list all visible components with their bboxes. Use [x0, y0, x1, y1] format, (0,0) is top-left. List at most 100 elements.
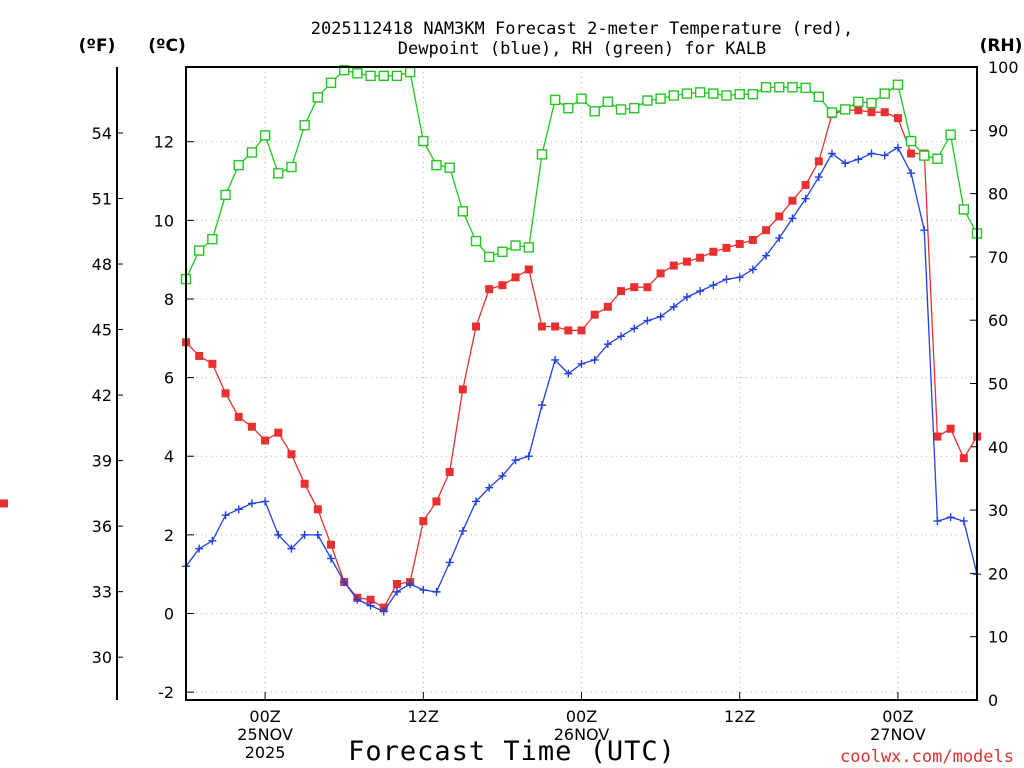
rh-point [813, 91, 824, 102]
rh-tick-label: 40 [988, 438, 1008, 457]
rh-point [879, 88, 890, 99]
dewpoint-point [406, 580, 415, 589]
dewpoint-point [327, 554, 336, 563]
dewpoint-point [419, 585, 428, 594]
dewpoint-point [511, 456, 520, 465]
dewpoint-point [669, 302, 678, 311]
celsius-unit-label: (ºC) [148, 36, 186, 56]
temperature-point [511, 273, 520, 282]
rh-point [919, 150, 930, 161]
rh-point [774, 82, 785, 93]
dewpoint-point [630, 324, 639, 333]
dewpoint-point [274, 530, 283, 539]
rh-tick-label: 10 [988, 628, 1008, 647]
celsius-tick-label: 10 [154, 211, 174, 230]
rh-point [404, 66, 416, 78]
temperature-point [458, 385, 467, 394]
temperature-point [696, 253, 705, 262]
temperature-point [682, 257, 691, 266]
temperature-point [498, 281, 507, 290]
time-tick-label: 00Z [882, 707, 913, 726]
rh-point [602, 96, 614, 108]
dewpoint-point [827, 149, 836, 158]
temperature-point [485, 285, 494, 294]
celsius-tick-label: 6 [164, 369, 174, 388]
x-axis-label: Forecast Time (UTC) [348, 736, 676, 767]
fahrenheit-axis: 30 33 36 39 42 45 48 51 54 [92, 124, 123, 667]
dewpoint-point [867, 149, 876, 158]
rh-point [259, 130, 271, 141]
rh-point [220, 189, 231, 201]
dewpoint-point [300, 530, 309, 539]
fahrenheit-tick-label: 48 [92, 255, 112, 274]
temperature-point [854, 106, 863, 115]
credit-text: coolwx.com/models [840, 747, 1014, 767]
rh-point [391, 70, 403, 82]
rh-point [958, 204, 970, 215]
time-tick-label: 27NOV [870, 725, 926, 744]
dewpoint-point [498, 471, 507, 480]
rh-point [312, 92, 324, 103]
dewpoint-point [762, 251, 771, 260]
temperature-point [603, 302, 612, 311]
rh-point [418, 135, 429, 147]
dewpoint-point [735, 273, 744, 282]
rh-point [273, 168, 284, 179]
temperature-point [933, 432, 942, 441]
temperature-point [551, 322, 560, 331]
temperature-point [893, 114, 902, 123]
rh-point [826, 107, 838, 118]
temperature-point [775, 212, 784, 221]
temperature-point [564, 326, 573, 335]
rh-unit-label: (RH) [980, 36, 1023, 56]
rh-tick-label: 80 [988, 185, 1008, 204]
dewpoint-point [458, 526, 467, 535]
rh-tick-label: 30 [988, 501, 1008, 520]
chart-title-line1: 2025112418 NAM3KM Forecast 2-meter Tempe… [311, 19, 853, 39]
time-tick-label: 2025 [245, 743, 286, 762]
rh-point [365, 70, 376, 82]
temperature-point [814, 157, 823, 166]
dewpoint-point [313, 530, 322, 539]
rh-point [444, 162, 455, 173]
dewpoint-point [247, 499, 256, 508]
temperature-point [287, 450, 296, 459]
rh-point [339, 64, 350, 76]
rh-point [431, 159, 442, 171]
rh-point [760, 82, 772, 93]
fahrenheit-tick-label: 45 [92, 321, 112, 340]
fahrenheit-tick-label: 54 [92, 124, 112, 143]
dewpoint-point [709, 281, 718, 290]
dewpoint-point [682, 293, 691, 302]
temperature-point [788, 196, 797, 205]
rh-point [615, 104, 627, 115]
temperature-point [445, 467, 454, 476]
rh-point [905, 135, 917, 147]
time-tick-label: 26NOV [554, 725, 610, 744]
dewpoint-point [577, 359, 586, 368]
celsius-axis: -2 0 2 4 6 8 10 12 [154, 133, 194, 702]
dewpoint-point [537, 401, 546, 410]
temperature-point [880, 108, 889, 117]
rh-point [563, 102, 574, 114]
rh-point [642, 95, 653, 106]
rh-point [839, 104, 851, 115]
dewpoint-point [261, 497, 270, 506]
fahrenheit-tick-label: 39 [92, 452, 112, 471]
temperature-point [643, 283, 652, 292]
rh-tick-label: 70 [988, 248, 1008, 267]
plot-frame [185, 66, 978, 701]
dewpoint-point [643, 316, 652, 325]
rh-point [945, 129, 956, 140]
dewpoint-point [933, 517, 942, 526]
dewpoint-point [366, 601, 375, 610]
dewpoint-point [524, 452, 533, 461]
rh-point [352, 68, 363, 79]
dewpoint-point [379, 607, 388, 616]
dewpoint-point [788, 214, 797, 223]
dewpoint-point [801, 194, 810, 203]
dewpoint-point [959, 517, 968, 526]
rh-point [853, 96, 864, 108]
temperature-point [537, 322, 546, 331]
dewpoint-point [353, 595, 362, 604]
